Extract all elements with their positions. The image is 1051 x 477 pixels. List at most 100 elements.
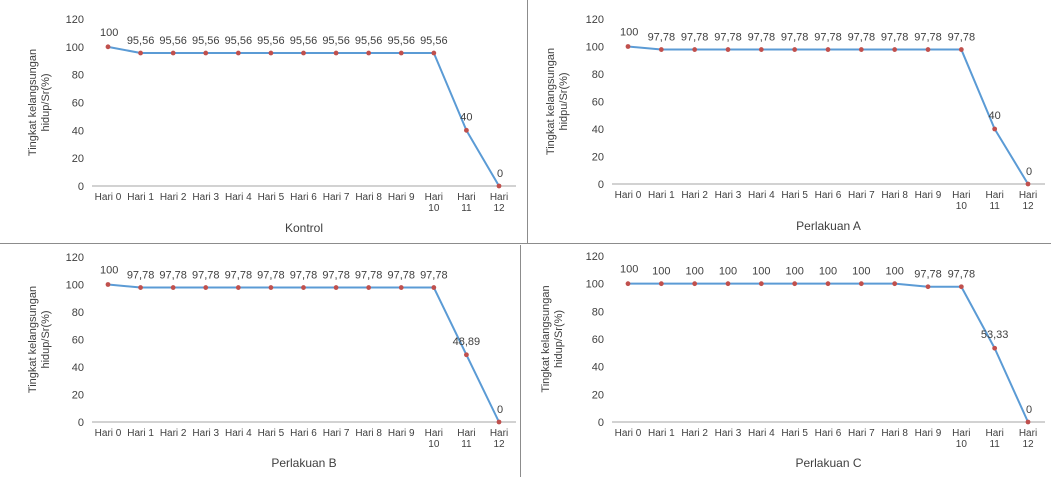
- data-label: 48,89: [453, 336, 481, 348]
- x-tick-label: Hari 0: [95, 428, 122, 439]
- x-tick-label: Hari 4: [225, 428, 252, 439]
- x-tick-label: Hari 1: [127, 428, 154, 439]
- data-label: 100: [685, 266, 703, 278]
- data-label: 97,78: [322, 270, 350, 282]
- data-point: [1025, 181, 1031, 187]
- data-point: [398, 285, 404, 290]
- y-tick-label: 20: [72, 153, 84, 165]
- y-tick-label: 40: [72, 362, 84, 374]
- data-point: [892, 47, 898, 52]
- data-label: 97,78: [948, 32, 976, 44]
- x-tick-label: Hari 5: [258, 428, 285, 439]
- data-label: 53,33: [981, 329, 1009, 341]
- y-tick-label: 40: [592, 362, 604, 374]
- x-tick-label: Hari 8: [881, 190, 908, 201]
- x-tick-label: Hari 4: [748, 190, 775, 201]
- data-point: [366, 50, 372, 56]
- data-label: 95,56: [159, 35, 187, 47]
- data-point: [958, 47, 964, 52]
- x-tick-label: Hari 2: [681, 190, 708, 201]
- data-point: [625, 44, 631, 49]
- data-point: [301, 285, 306, 290]
- data-point: [825, 47, 831, 52]
- x-tick-label: Hari 10: [425, 192, 443, 214]
- chart-panel-perlakuan-c: 0 20 40 60 80 100 120 Hari 0 Hari 1 Hari 2 Hari 3 H…: [521, 245, 1051, 477]
- data-label: 97,78: [781, 32, 809, 44]
- data-label: 97,78: [159, 270, 187, 282]
- data-label: 97,78: [881, 32, 909, 44]
- x-tick-label: Hari 6: [290, 192, 317, 203]
- data-label: 97,78: [127, 270, 155, 282]
- chart-kontrol: 0 20 40 60 80 100 120 Hari 0 Hari 1 Hari 2 Hari 3 H…: [27, 14, 516, 235]
- data-point: [235, 50, 241, 56]
- y-tick-label: 100: [66, 280, 84, 292]
- y-tick-label: 20: [592, 152, 604, 164]
- x-tick-label: Hari 9: [388, 428, 415, 439]
- data-label: 100: [620, 27, 638, 39]
- data-label: 100: [852, 266, 870, 278]
- chart-title: Perlakuan A: [796, 219, 861, 233]
- data-point: [758, 281, 764, 287]
- x-tick-label: Hari 3: [192, 192, 219, 203]
- data-point: [366, 285, 372, 290]
- data-point: [138, 285, 143, 290]
- data-point: [203, 50, 209, 56]
- x-tick-label: Hari 6: [815, 428, 842, 439]
- data-label: 97,78: [387, 270, 415, 282]
- data-point: [333, 50, 339, 56]
- data-label: 95,56: [257, 35, 285, 47]
- data-point: [658, 281, 664, 287]
- x-tick-label: Hari 2: [681, 428, 708, 439]
- x-tick-label: Hari 0: [615, 190, 642, 201]
- x-tick-label: Hari 10: [952, 428, 970, 450]
- data-label: 0: [497, 404, 503, 416]
- data-point: [925, 47, 931, 52]
- data-point: [203, 285, 209, 290]
- data-point: [464, 352, 469, 358]
- data-point: [170, 50, 176, 56]
- data-label: 0: [1026, 404, 1032, 416]
- data-label: 97,78: [848, 32, 876, 44]
- x-tick-label: Hari 11: [985, 190, 1003, 212]
- data-label: 95,56: [387, 35, 415, 47]
- x-tick-label: Hari 9: [915, 190, 942, 201]
- data-point: [658, 47, 664, 52]
- data-point: [625, 281, 631, 287]
- x-tick-label: Hari 11: [457, 192, 475, 214]
- data-label: 97,78: [355, 270, 383, 282]
- data-label: 100: [652, 266, 670, 278]
- x-tick-label: Hari 3: [715, 190, 742, 201]
- data-label: 100: [620, 264, 638, 276]
- x-tick-label: Hari 11: [985, 428, 1003, 450]
- chart-panel-perlakuan-b: 0 20 40 60 80 100 120 Hari 0 Hari 1 Hari 2 Hari 3 H…: [0, 245, 520, 477]
- y-tick-label: 20: [592, 389, 604, 401]
- data-label: 97,78: [714, 32, 742, 44]
- data-point: [725, 47, 731, 52]
- y-tick-label: 0: [598, 179, 604, 191]
- y-tick-label: 20: [72, 390, 84, 402]
- data-label: 95,56: [355, 35, 383, 47]
- x-tick-label: Hari 9: [388, 192, 415, 203]
- series-line: [107, 283, 500, 423]
- data-point: [268, 285, 274, 290]
- data-label: 100: [100, 27, 118, 39]
- x-tick-label: Hari 12: [1019, 428, 1037, 450]
- data-point: [235, 285, 241, 290]
- x-tick-label: Hari 8: [881, 428, 908, 439]
- data-label: 95,56: [127, 35, 155, 47]
- data-label: 97,78: [914, 269, 942, 281]
- data-point: [431, 285, 437, 290]
- x-tick-label: Hari 0: [615, 428, 642, 439]
- data-label: 95,56: [420, 35, 448, 47]
- y-tick-label: 80: [72, 70, 84, 82]
- data-label: 97,78: [192, 270, 220, 282]
- x-tick-label: Hari 5: [781, 190, 808, 201]
- data-label: 0: [497, 168, 503, 180]
- y-tick-label: 0: [78, 181, 84, 193]
- y-tick-label: 60: [72, 98, 84, 110]
- x-tick-label: Hari 1: [127, 192, 154, 203]
- y-axis-title: Tingkat kelangsunganhidup/Sr(%): [540, 285, 565, 392]
- data-label: 97,78: [257, 270, 285, 282]
- y-tick-label: 60: [72, 335, 84, 347]
- data-label: 100: [719, 266, 737, 278]
